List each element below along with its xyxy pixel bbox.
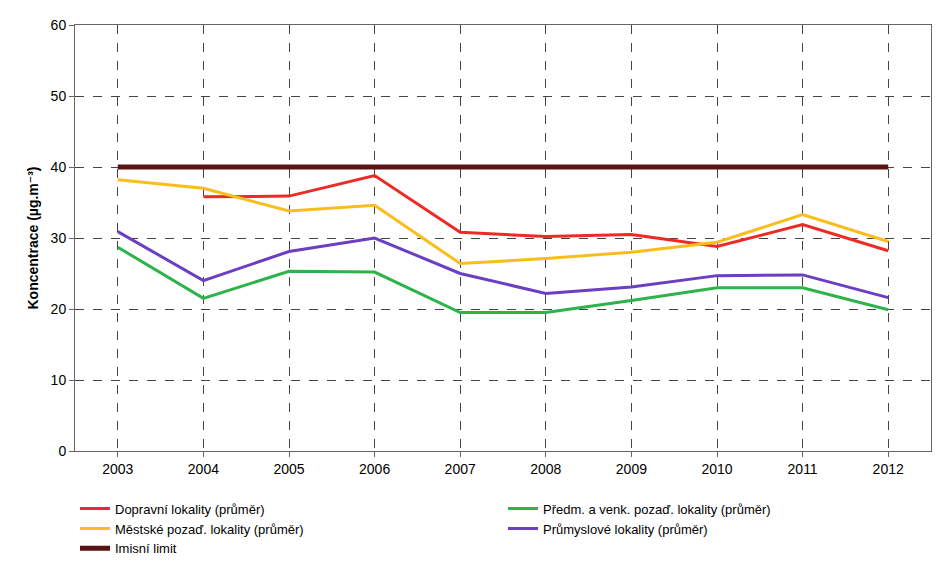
svg-text:Průmyslové lokality (průměr): Průmyslové lokality (průměr) [543, 522, 708, 537]
svg-text:2006: 2006 [359, 461, 390, 477]
svg-text:20: 20 [51, 301, 67, 317]
svg-text:2009: 2009 [616, 461, 647, 477]
svg-text:30: 30 [51, 230, 67, 246]
svg-text:2003: 2003 [102, 461, 133, 477]
svg-text:Imisní limit: Imisní limit [115, 541, 177, 556]
svg-text:0: 0 [58, 443, 66, 459]
svg-text:2011: 2011 [788, 461, 818, 477]
svg-text:Městské pozaď. lokality (průmě: Městské pozaď. lokality (průměr) [115, 522, 304, 537]
svg-text:Koncentrace (µg.m⁻³): Koncentrace (µg.m⁻³) [25, 166, 41, 309]
svg-text:40: 40 [51, 159, 67, 175]
svg-text:60: 60 [51, 17, 67, 33]
svg-text:Dopravní lokality (průměr): Dopravní lokality (průměr) [115, 502, 265, 517]
svg-text:50: 50 [51, 88, 67, 104]
svg-text:Předm. a venk. pozaď. lokality: Předm. a venk. pozaď. lokality (průměr) [543, 502, 771, 517]
svg-text:2012: 2012 [873, 461, 904, 477]
svg-text:10: 10 [51, 372, 67, 388]
svg-text:2008: 2008 [530, 461, 561, 477]
svg-text:2004: 2004 [188, 461, 219, 477]
svg-text:2007: 2007 [445, 461, 476, 477]
svg-text:2010: 2010 [701, 461, 732, 477]
svg-text:2005: 2005 [273, 461, 304, 477]
